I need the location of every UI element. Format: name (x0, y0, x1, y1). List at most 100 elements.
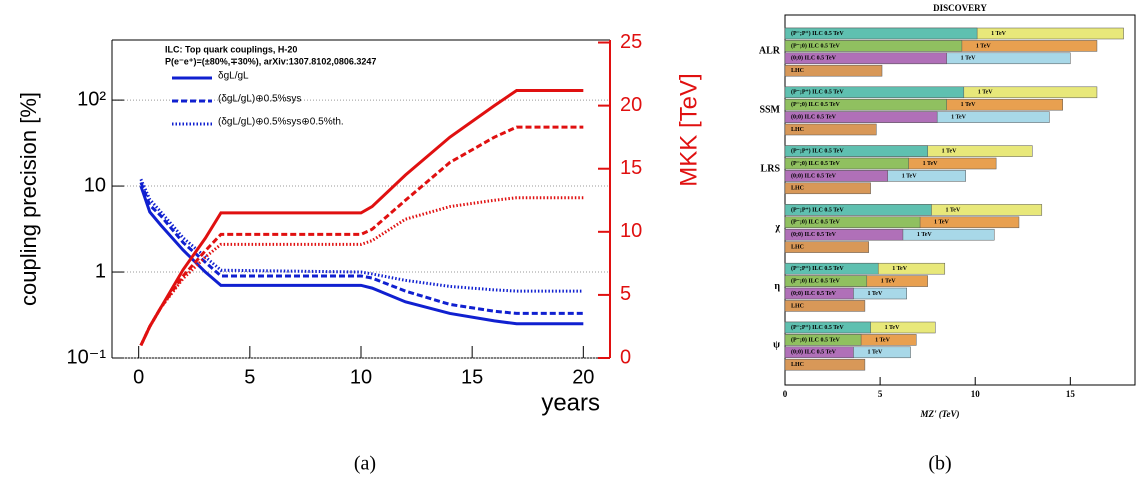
chart-title: DISCOVERY (933, 3, 987, 13)
x-tick-label: 10 (350, 366, 372, 388)
bar (784, 300, 866, 312)
bar-label: 1 TeV (951, 114, 967, 120)
legend-label: δgL/gL (218, 71, 249, 82)
bar-label: (P⁻;P⁺) ILC 0.5 TeV (791, 324, 844, 331)
bar-label: (P⁻;0) ILC 0.5 TeV (791, 42, 841, 49)
bar-label: 1 TeV (945, 207, 961, 213)
bar-label: (0;0) ILC 0.5 TeV (791, 290, 837, 297)
bar-label: 1 TeV (875, 337, 891, 343)
bar-label: 1 TeV (867, 291, 883, 297)
bar-label: LHC (791, 362, 804, 368)
y2-tick-label: 20 (620, 94, 642, 116)
y-axis-label: coupling precision [%] (16, 92, 41, 306)
bar-label: (P⁻;0) ILC 0.5 TeV (791, 277, 841, 284)
bar (784, 358, 866, 371)
y-tick-label: 1 (95, 260, 106, 282)
y2-tick-label: 25 (620, 31, 642, 53)
x-axis-label: years (541, 389, 600, 416)
bar-label: (0;0) ILC 0.5 TeV (791, 231, 837, 238)
bar (784, 86, 965, 99)
bar (784, 334, 862, 346)
bar (784, 204, 932, 216)
bar (784, 216, 921, 229)
bar-label: 1 TeV (881, 278, 897, 284)
x-tick-label: 5 (244, 366, 255, 388)
bar (784, 287, 854, 300)
bar-label: 1 TeV (867, 350, 883, 356)
bar-label: (P⁻;P⁺) ILC 0.5 TeV (791, 265, 844, 272)
legend-label: (δgL/gL)⊕0.5%sys⊕0.5%th. (218, 117, 344, 128)
bar-label: 1 TeV (942, 148, 958, 154)
bar-label: (P⁻;0) ILC 0.5 TeV (791, 336, 841, 343)
bar-label: (P⁻;P⁺) ILC 0.5 TeV (791, 89, 844, 96)
bar (784, 321, 871, 334)
category-label: χ (774, 222, 780, 233)
bar-label: LHC (791, 244, 804, 250)
category-label: SSM (759, 104, 780, 115)
bar-label: 1 TeV (917, 232, 933, 238)
x-tick-label: 20 (572, 366, 594, 388)
bar-label: (P⁻;P⁺) ILC 0.5 TeV (791, 30, 844, 37)
x-tick-label: 10 (971, 389, 981, 399)
bar (784, 275, 868, 287)
x-tick-label: 5 (878, 389, 883, 399)
x-tick-label: 0 (133, 366, 144, 388)
bar-label: (0;0) ILC 0.5 TeV (791, 55, 837, 62)
bar-label: 1 TeV (892, 266, 908, 272)
bar-label: 1 TeV (934, 220, 950, 226)
bar (784, 145, 928, 157)
line-series (139, 185, 584, 326)
bar-label: 1 TeV (902, 173, 918, 179)
bar (784, 170, 888, 182)
bar-label: 1 TeV (976, 43, 992, 49)
x-tick-label: 15 (1066, 389, 1076, 399)
bar (784, 27, 978, 40)
bar-label: LHC (791, 68, 804, 74)
line-series (139, 88, 584, 347)
caption: (a) (354, 453, 376, 475)
bar-label: 1 TeV (885, 325, 901, 331)
category-label: ALR (759, 46, 781, 57)
caption: (b) (928, 453, 951, 475)
category-label: ψ (773, 340, 780, 351)
annotation: P(e⁻e⁺)=(±80%,∓30%), arXiv:1307.8102,080… (165, 56, 376, 66)
plot-frame (784, 14, 1136, 386)
x-tick-label: 15 (461, 366, 483, 388)
bar (784, 111, 938, 123)
bar (784, 262, 879, 275)
bar-label: (P⁻;0) ILC 0.5 TeV (791, 101, 841, 108)
bar (784, 64, 883, 77)
annotation: ILC: Top quark couplings, H-20 (165, 44, 297, 54)
bar (784, 40, 963, 52)
y2-tick-label: 10 (620, 220, 642, 242)
bar (784, 182, 871, 195)
y2-tick-label: 5 (620, 283, 631, 305)
bar-label: (P⁻;P⁺) ILC 0.5 TeV (791, 147, 844, 154)
y-tick-label: 10⁻¹ (67, 346, 107, 368)
y-tick-label: 10 (84, 174, 106, 196)
bar (784, 346, 854, 359)
bar-label: (P⁻;P⁺) ILC 0.5 TeV (791, 206, 844, 213)
y-tick-label: 10² (77, 88, 106, 110)
bar-label: 1 TeV (923, 161, 939, 167)
bar-label: 1 TeV (978, 90, 994, 96)
bar-label: (P⁻;0) ILC 0.5 TeV (791, 219, 841, 226)
bar-label: 1 TeV (991, 31, 1007, 37)
bar (784, 241, 869, 253)
y2-axis-label: MKK [TeV] (675, 73, 702, 186)
bar-label: LHC (791, 127, 804, 133)
bar-label: 1 TeV (961, 56, 977, 62)
y2-tick-label: 0 (620, 346, 631, 368)
bar-label: 1 TeV (961, 102, 977, 108)
bar (784, 52, 947, 65)
line-series (139, 196, 584, 347)
category-label: η (774, 281, 780, 292)
line-series (139, 178, 584, 293)
bar-label: (0;0) ILC 0.5 TeV (791, 172, 837, 179)
bar (784, 98, 947, 111)
bar-label: (0;0) ILC 0.5 TeV (791, 113, 837, 120)
bar-label: (P⁻;0) ILC 0.5 TeV (791, 160, 841, 167)
legend-label: (δgL/gL)⊕0.5%sys (218, 94, 301, 105)
bar (784, 228, 904, 241)
